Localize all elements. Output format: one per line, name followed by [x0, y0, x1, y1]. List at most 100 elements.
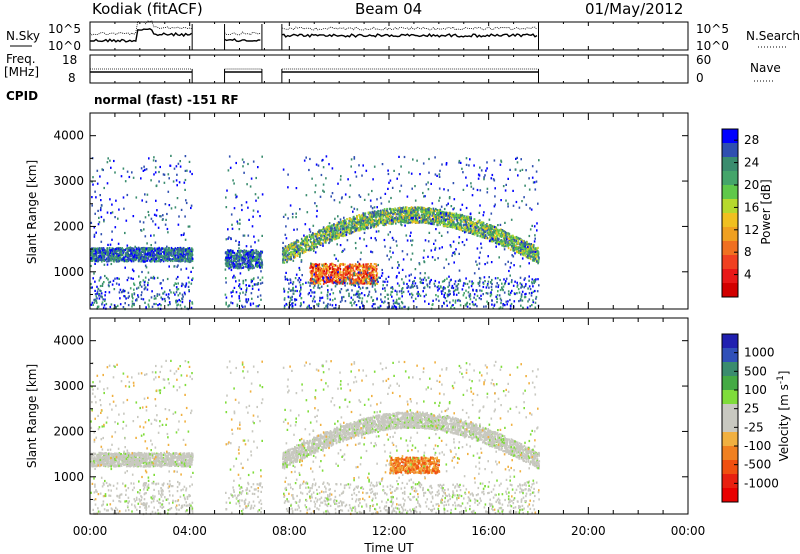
power-cell [322, 231, 324, 234]
power-cell [511, 239, 513, 242]
power-cell [373, 274, 376, 277]
power-cell [521, 257, 524, 260]
power-cell [473, 233, 476, 236]
power-cell [330, 230, 332, 233]
power-cell [331, 265, 334, 268]
power-cell [436, 220, 438, 223]
power-cell [382, 218, 385, 221]
power-cell [477, 229, 480, 232]
power-cell [421, 208, 424, 211]
power-cell [362, 277, 365, 280]
power-cell [174, 259, 176, 262]
power-cell [342, 262, 344, 266]
power-cell [187, 258, 190, 261]
power-cell [326, 264, 328, 267]
power-cell [301, 241, 303, 244]
power-cell [352, 219, 355, 222]
power-cell [293, 243, 295, 246]
power-cell [293, 256, 295, 259]
power-cell [177, 253, 180, 256]
power-cell [335, 280, 337, 283]
power-cell [387, 275, 390, 278]
power-cell [248, 262, 251, 265]
power-cell [179, 260, 182, 263]
power-cell [474, 229, 477, 233]
power-cell [501, 231, 504, 235]
power-cell [395, 218, 398, 221]
power-cell [436, 212, 438, 215]
power-cell [289, 252, 291, 255]
power-cell [139, 254, 142, 257]
power-cell [412, 212, 414, 215]
power-cell [318, 263, 321, 266]
power-cell [123, 259, 126, 262]
power-cell [165, 254, 167, 257]
power-cell [314, 271, 316, 274]
power-cell [239, 256, 242, 259]
power-cell [260, 250, 262, 253]
power-cell [189, 252, 192, 255]
power-cell [407, 212, 410, 215]
power-cell [439, 210, 442, 213]
power-cell [339, 270, 341, 273]
power-cell [374, 279, 376, 282]
power-cell [405, 206, 407, 209]
power-cell [357, 229, 360, 232]
power-cell [358, 272, 361, 275]
power-cell [311, 280, 313, 283]
power-cell [165, 252, 167, 255]
power-cell [507, 241, 510, 244]
power-cell [307, 243, 310, 246]
power-cell [365, 266, 368, 270]
power-cell [431, 214, 433, 217]
power-cell [310, 278, 312, 281]
power-cell [119, 248, 122, 251]
power-cell [524, 248, 527, 251]
power-cell [449, 222, 451, 225]
power-cell [305, 245, 308, 248]
power-cell [231, 260, 234, 263]
power-cell [184, 260, 186, 263]
power-cell [130, 248, 132, 251]
power-cell [298, 249, 301, 252]
power-cell [91, 259, 93, 262]
power-cell [242, 259, 245, 262]
power-cell [236, 267, 239, 270]
power-cell [356, 222, 358, 225]
power-cell [363, 226, 365, 229]
power-cell [246, 265, 248, 268]
power-cell [165, 247, 167, 250]
power-cell [316, 246, 318, 249]
power-cell [400, 218, 403, 222]
power-cell [94, 254, 96, 257]
power-cell [414, 211, 417, 214]
power-cell [330, 229, 332, 232]
power-cell [353, 222, 355, 225]
power-cell [299, 208, 301, 211]
power-cell [125, 255, 128, 258]
power-cell [256, 253, 258, 256]
power-cell [299, 247, 302, 250]
power-cell [256, 256, 259, 259]
power-cell [404, 214, 406, 217]
power-cell [508, 244, 510, 247]
power-cell [330, 273, 332, 276]
power-cell [386, 218, 389, 221]
power-cell [369, 282, 372, 285]
power-cell [257, 265, 259, 268]
power-cell [327, 233, 329, 236]
power-cell [366, 282, 368, 285]
power-cell [398, 213, 401, 216]
power-cell [364, 268, 367, 271]
power-cell [296, 244, 298, 247]
power-cell [332, 227, 334, 230]
power-cell [355, 217, 358, 220]
power-cell [160, 258, 163, 262]
power-cell [483, 276, 486, 279]
power-cell [513, 241, 516, 245]
power-cell [363, 228, 365, 231]
power-cell [321, 278, 323, 281]
power-cell [472, 226, 475, 229]
power-cell [296, 254, 299, 257]
power-cell [296, 247, 298, 250]
